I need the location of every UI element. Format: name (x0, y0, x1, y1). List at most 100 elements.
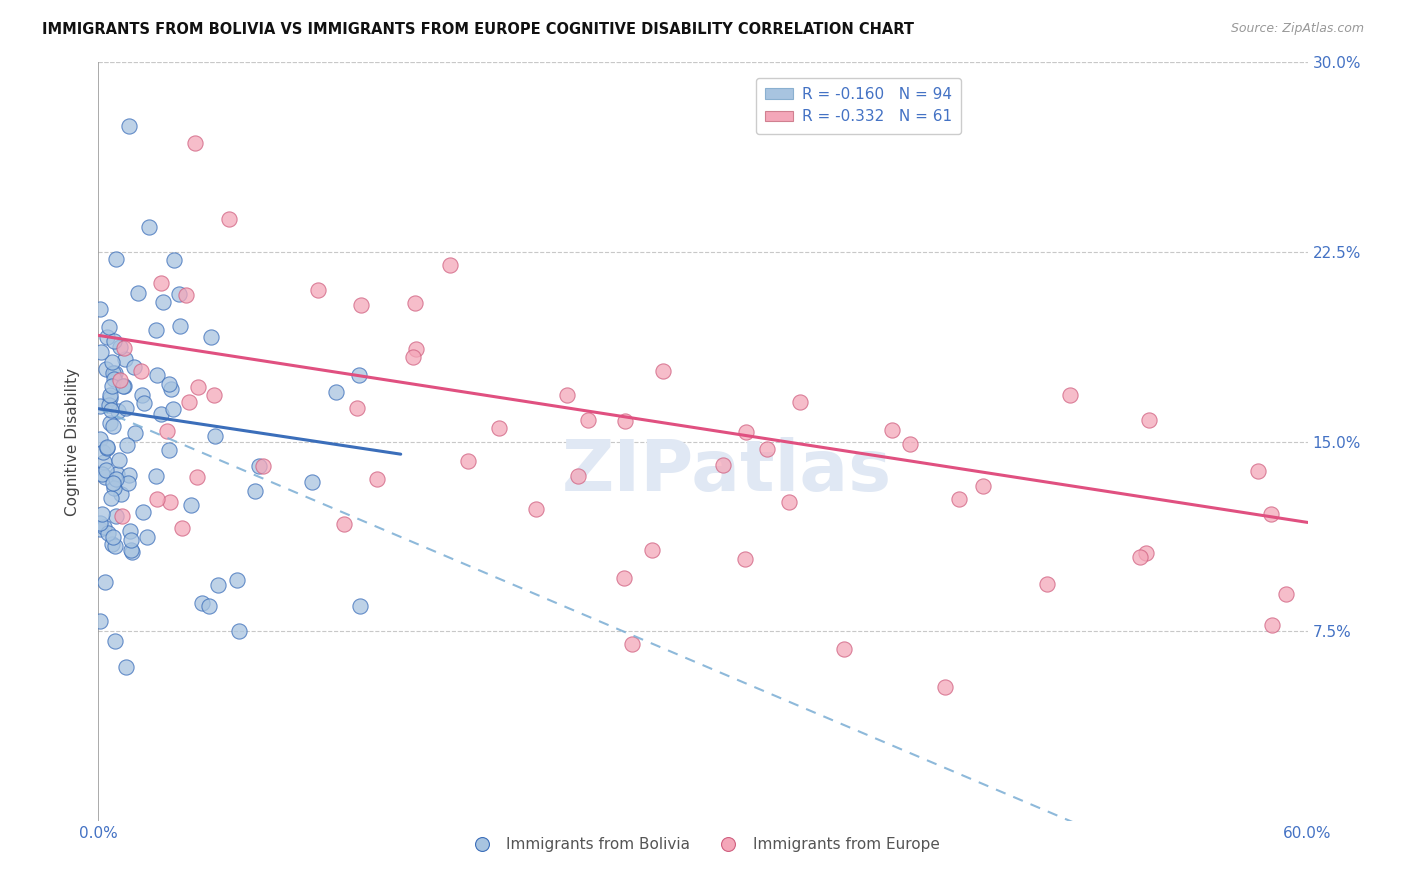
Point (103, 372, 125, 386)
Point (152, 295, 174, 310)
Point (228, 624, 250, 639)
Point (366, 472, 388, 486)
Point (89, 400, 111, 414)
Point (1059, 388, 1081, 402)
Point (93, 455, 115, 469)
Legend: Immigrants from Bolivia, Immigrants from Europe: Immigrants from Bolivia, Immigrants from… (460, 831, 946, 858)
Point (108, 340, 131, 354)
Point (218, 212, 240, 227)
Point (157, 442, 180, 457)
Point (1261, 617, 1284, 632)
Point (1275, 587, 1298, 601)
Point (118, 467, 141, 482)
Point (186, 469, 208, 483)
Point (207, 578, 229, 592)
Point (121, 544, 143, 558)
Point (111, 508, 134, 523)
Point (174, 288, 197, 302)
Point (180, 498, 202, 512)
Point (103, 476, 125, 491)
Point (112, 341, 135, 355)
Point (778, 495, 800, 509)
Point (112, 379, 135, 393)
Point (170, 520, 193, 534)
Point (156, 424, 179, 438)
Point (91, 445, 114, 459)
Point (103, 334, 125, 348)
Point (120, 533, 142, 547)
Point (789, 395, 811, 409)
Point (734, 552, 756, 566)
Point (96, 463, 118, 477)
Point (94, 362, 117, 376)
Point (110, 487, 132, 501)
Point (127, 286, 149, 301)
Point (457, 454, 479, 468)
Point (98, 388, 121, 402)
Point (247, 458, 270, 473)
Point (104, 367, 127, 381)
Point (1129, 550, 1152, 565)
Point (90, 507, 112, 521)
Point (934, 680, 956, 694)
Point (104, 539, 127, 553)
Point (160, 382, 183, 396)
Point (115, 401, 138, 415)
Point (187, 380, 209, 394)
Point (177, 395, 200, 409)
Text: IMMIGRANTS FROM BOLIVIA VS IMMIGRANTS FROM EUROPE COGNITIVE DISABILITY CORRELATI: IMMIGRANTS FROM BOLIVIA VS IMMIGRANTS FR… (42, 22, 914, 37)
Point (404, 296, 426, 310)
Point (1036, 577, 1059, 591)
Point (439, 258, 461, 272)
Point (576, 412, 599, 426)
Point (202, 388, 225, 402)
Point (129, 364, 152, 378)
Point (90, 345, 112, 359)
Point (100, 402, 122, 417)
Point (756, 442, 779, 457)
Point (96, 526, 118, 541)
Point (105, 252, 128, 267)
Point (98, 319, 121, 334)
Point (169, 318, 191, 333)
Point (349, 368, 371, 383)
Point (138, 219, 160, 234)
Point (101, 379, 124, 393)
Point (114, 351, 136, 366)
Point (107, 404, 129, 418)
Point (252, 458, 274, 473)
Point (972, 478, 994, 492)
Point (93, 520, 115, 534)
Point (613, 571, 636, 585)
Point (243, 484, 266, 499)
Point (89, 614, 111, 628)
Point (149, 407, 172, 421)
Point (103, 481, 125, 495)
Point (1135, 546, 1157, 560)
Point (488, 420, 510, 434)
Point (104, 633, 127, 648)
Point (96, 441, 118, 455)
Point (101, 529, 124, 543)
Point (122, 360, 145, 375)
Point (325, 385, 347, 400)
Point (157, 377, 180, 392)
Point (108, 373, 131, 387)
Point (105, 467, 128, 482)
Point (98, 391, 121, 405)
Point (198, 599, 221, 613)
Point (900, 436, 922, 450)
Point (711, 458, 734, 473)
Point (132, 395, 155, 409)
Point (145, 468, 167, 483)
Point (100, 491, 122, 505)
Point (204, 428, 226, 442)
Point (118, 119, 141, 133)
Text: Source: ZipAtlas.com: Source: ZipAtlas.com (1230, 22, 1364, 36)
Point (96, 440, 118, 454)
Point (117, 476, 139, 491)
Point (131, 388, 153, 402)
Point (402, 350, 425, 364)
Point (89, 522, 111, 536)
Point (169, 286, 191, 301)
